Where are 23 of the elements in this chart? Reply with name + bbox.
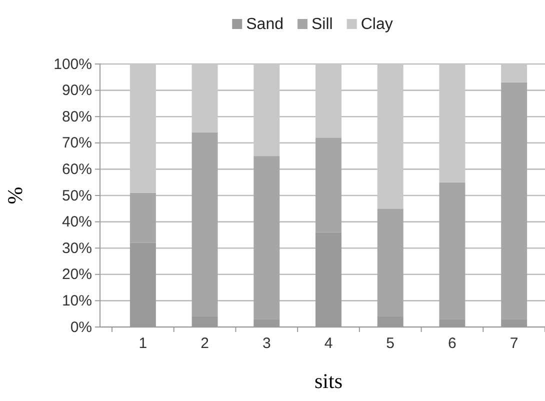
x-tick-label: 5 bbox=[386, 335, 395, 352]
y-tick-label: 80% bbox=[62, 108, 92, 126]
y-tick-label: 60% bbox=[62, 161, 92, 178]
x-tick-label: 2 bbox=[200, 335, 209, 352]
y-tick-label: 70% bbox=[62, 134, 92, 152]
x-tick-label: 1 bbox=[138, 335, 148, 352]
y-axis-title: % bbox=[3, 186, 27, 204]
y-tick-label: 0% bbox=[70, 318, 92, 336]
x-axis-title: sits bbox=[314, 369, 343, 393]
x-tick-label: 6 bbox=[448, 335, 456, 352]
legend-label: Sand bbox=[246, 16, 284, 33]
y-tick-label: 90% bbox=[62, 82, 92, 100]
x-tick-label: 7 bbox=[510, 335, 518, 352]
y-tick-label: 10% bbox=[62, 292, 92, 310]
y-tick-label: 50% bbox=[62, 187, 92, 204]
legend-label: Clay bbox=[360, 16, 393, 33]
y-tick-label: 20% bbox=[62, 266, 92, 284]
x-tick-label: 3 bbox=[262, 335, 271, 352]
legend-label: Sill bbox=[312, 16, 333, 33]
y-tick-label: 100% bbox=[54, 56, 92, 73]
y-tick-label: 40% bbox=[62, 214, 92, 231]
y-tick-label: 30% bbox=[62, 240, 92, 257]
x-tick-label: 4 bbox=[324, 335, 333, 352]
